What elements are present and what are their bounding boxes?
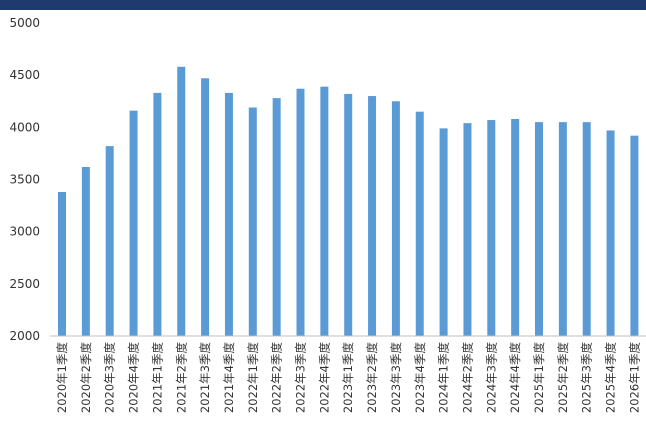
- x-tick-label: 2023年2季度: [365, 342, 379, 414]
- x-tick-label: 2023年1季度: [341, 342, 355, 414]
- y-tick-label: 2000: [9, 329, 40, 343]
- y-tick-label: 3500: [9, 173, 40, 187]
- x-tick-label: 2021年2季度: [174, 342, 188, 414]
- bar: [511, 118, 520, 336]
- x-tick-label: 2024年2季度: [460, 342, 474, 414]
- header-bar: [0, 0, 646, 10]
- bar: [105, 146, 114, 336]
- y-tick-label: 4000: [9, 120, 40, 134]
- x-tick-label: 2022年1季度: [246, 342, 260, 414]
- x-tick-label: 2025年2季度: [556, 342, 570, 414]
- bar: [224, 92, 233, 336]
- x-tick-label: 2025年3季度: [580, 342, 594, 414]
- x-tick-label: 2023年4季度: [413, 342, 427, 414]
- x-tick-label: 2020年4季度: [127, 342, 141, 414]
- x-tick-label: 2020年1季度: [55, 342, 69, 414]
- bar: [415, 111, 424, 336]
- x-tick-label: 2021年3季度: [198, 342, 212, 414]
- bar: [535, 122, 543, 336]
- y-tick-label: 3000: [9, 225, 40, 239]
- x-tick-label: 2021年4季度: [222, 342, 236, 414]
- bar: [248, 107, 257, 336]
- bar: [81, 166, 90, 336]
- x-tick-label: 2022年4季度: [317, 342, 331, 414]
- bar: [463, 123, 472, 336]
- bar: [129, 110, 138, 336]
- x-tick-label: 2025年4季度: [604, 342, 618, 414]
- bar: [558, 122, 567, 336]
- y-tick-label: 2500: [9, 277, 40, 291]
- bar: [296, 88, 305, 336]
- y-tick-label: 5000: [9, 16, 40, 30]
- bar: [439, 128, 448, 336]
- x-tick-label: 2024年3季度: [484, 342, 498, 414]
- bar: [368, 96, 377, 337]
- bar: [606, 130, 615, 336]
- x-tick-label: 2020年2季度: [79, 342, 93, 414]
- bar: [272, 98, 281, 337]
- bar: [153, 92, 162, 336]
- bar: [201, 78, 210, 337]
- x-tick-label: 2026年1季度: [627, 342, 641, 414]
- bar: [58, 192, 66, 336]
- x-tick-label: 2021年1季度: [150, 342, 164, 414]
- x-tick-label: 2023年3季度: [389, 342, 403, 414]
- x-tick-label: 2024年4季度: [508, 342, 522, 414]
- bar: [582, 122, 591, 336]
- bar: [487, 120, 496, 336]
- bar: [344, 93, 353, 337]
- bar: [630, 135, 639, 336]
- y-tick-label: 4500: [9, 68, 40, 82]
- bar: [320, 86, 329, 336]
- x-tick-label: 2022年2季度: [270, 342, 284, 414]
- bar: [391, 101, 400, 336]
- x-tick-label: 2025年1季度: [532, 342, 546, 414]
- bar: [177, 66, 186, 336]
- x-tick-label: 2020年3季度: [103, 342, 117, 414]
- x-tick-label: 2022年3季度: [294, 342, 308, 414]
- x-tick-label: 2024年1季度: [437, 342, 451, 414]
